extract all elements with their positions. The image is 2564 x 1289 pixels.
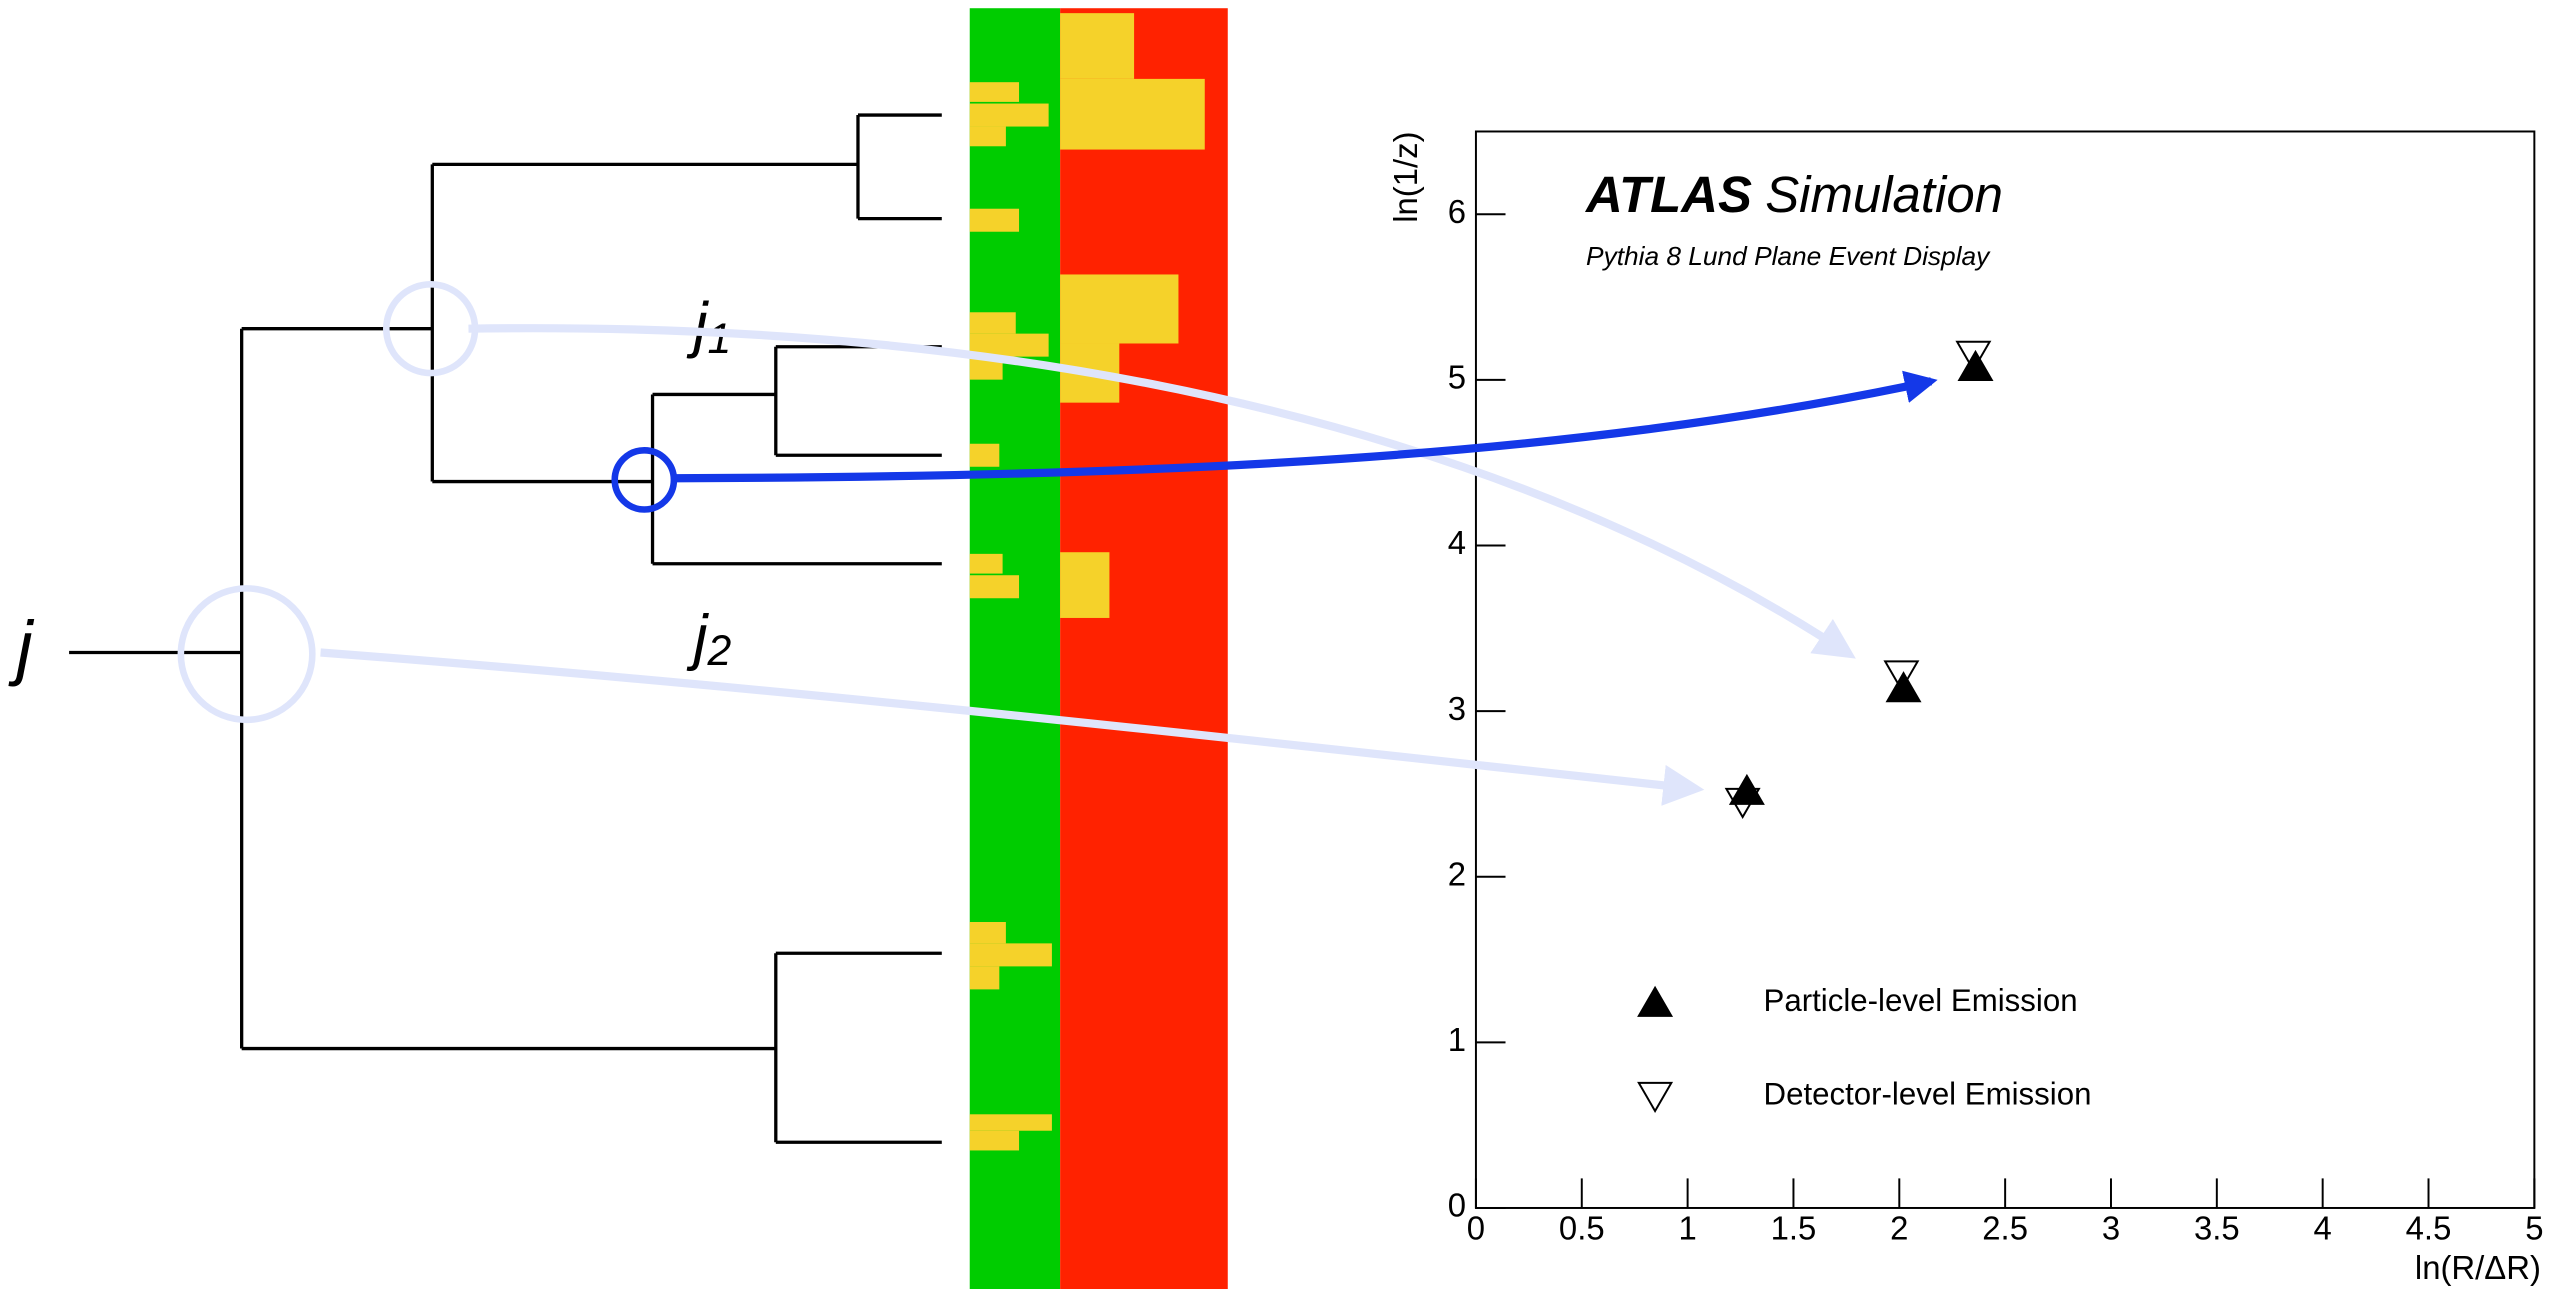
y-tick-label: 5 (1448, 359, 1466, 396)
x-tick-label: 4.5 (2406, 1210, 2452, 1247)
x-tick-label: 2.5 (1982, 1210, 2028, 1247)
legend-marker (1637, 1081, 1674, 1113)
y-tick-label: 3 (1448, 690, 1466, 727)
data-point (1955, 340, 1992, 372)
x-tick-label: 3 (2102, 1210, 2120, 1247)
x-tick-label: 1 (1678, 1210, 1696, 1247)
title: Simulation (1765, 166, 2003, 223)
legend-marker (1637, 985, 1674, 1017)
y-tick-label: 1 (1448, 1021, 1466, 1058)
x-axis-title: ln(R/ΔR) (2415, 1249, 2541, 1286)
x-tick-label: 2 (1890, 1210, 1908, 1247)
experiment: ATLAS (1584, 166, 1752, 223)
tree-label: j2 (687, 601, 732, 675)
y-tick-label: 2 (1448, 855, 1466, 892)
y-tick-label: 0 (1448, 1187, 1466, 1224)
x-tick-label: 0 (1467, 1210, 1485, 1247)
clustering-tree (69, 113, 942, 1144)
constituent-band (969, 8, 1228, 1289)
x-tick-label: 3.5 (2194, 1210, 2240, 1247)
plot-frame (1474, 130, 2536, 1209)
data-point (1724, 787, 1761, 819)
y-axis-title: ln(1/z) (1387, 131, 1424, 222)
y-tick-label: 6 (1448, 193, 1466, 230)
x-tick-label: 5 (2525, 1210, 2543, 1247)
x-tick-label: 0.5 (1559, 1210, 1605, 1247)
emission-arrows (177, 281, 1938, 806)
subtitle: Pythia 8 Lund Plane Event Display (1586, 241, 1991, 271)
legend-label: Particle-level Emission (1764, 983, 2078, 1018)
x-tick-label: 4 (2314, 1210, 2332, 1247)
plot-title: ATLAS Simulation (1584, 166, 2003, 223)
data-point (1883, 660, 1920, 692)
x-tick-label: 1.5 (1771, 1210, 1817, 1247)
tree-label: j (8, 608, 35, 688)
legend-label: Detector-level Emission (1764, 1076, 2092, 1111)
tree-label: j1 (687, 289, 732, 363)
y-tick-label: 4 (1448, 524, 1466, 561)
